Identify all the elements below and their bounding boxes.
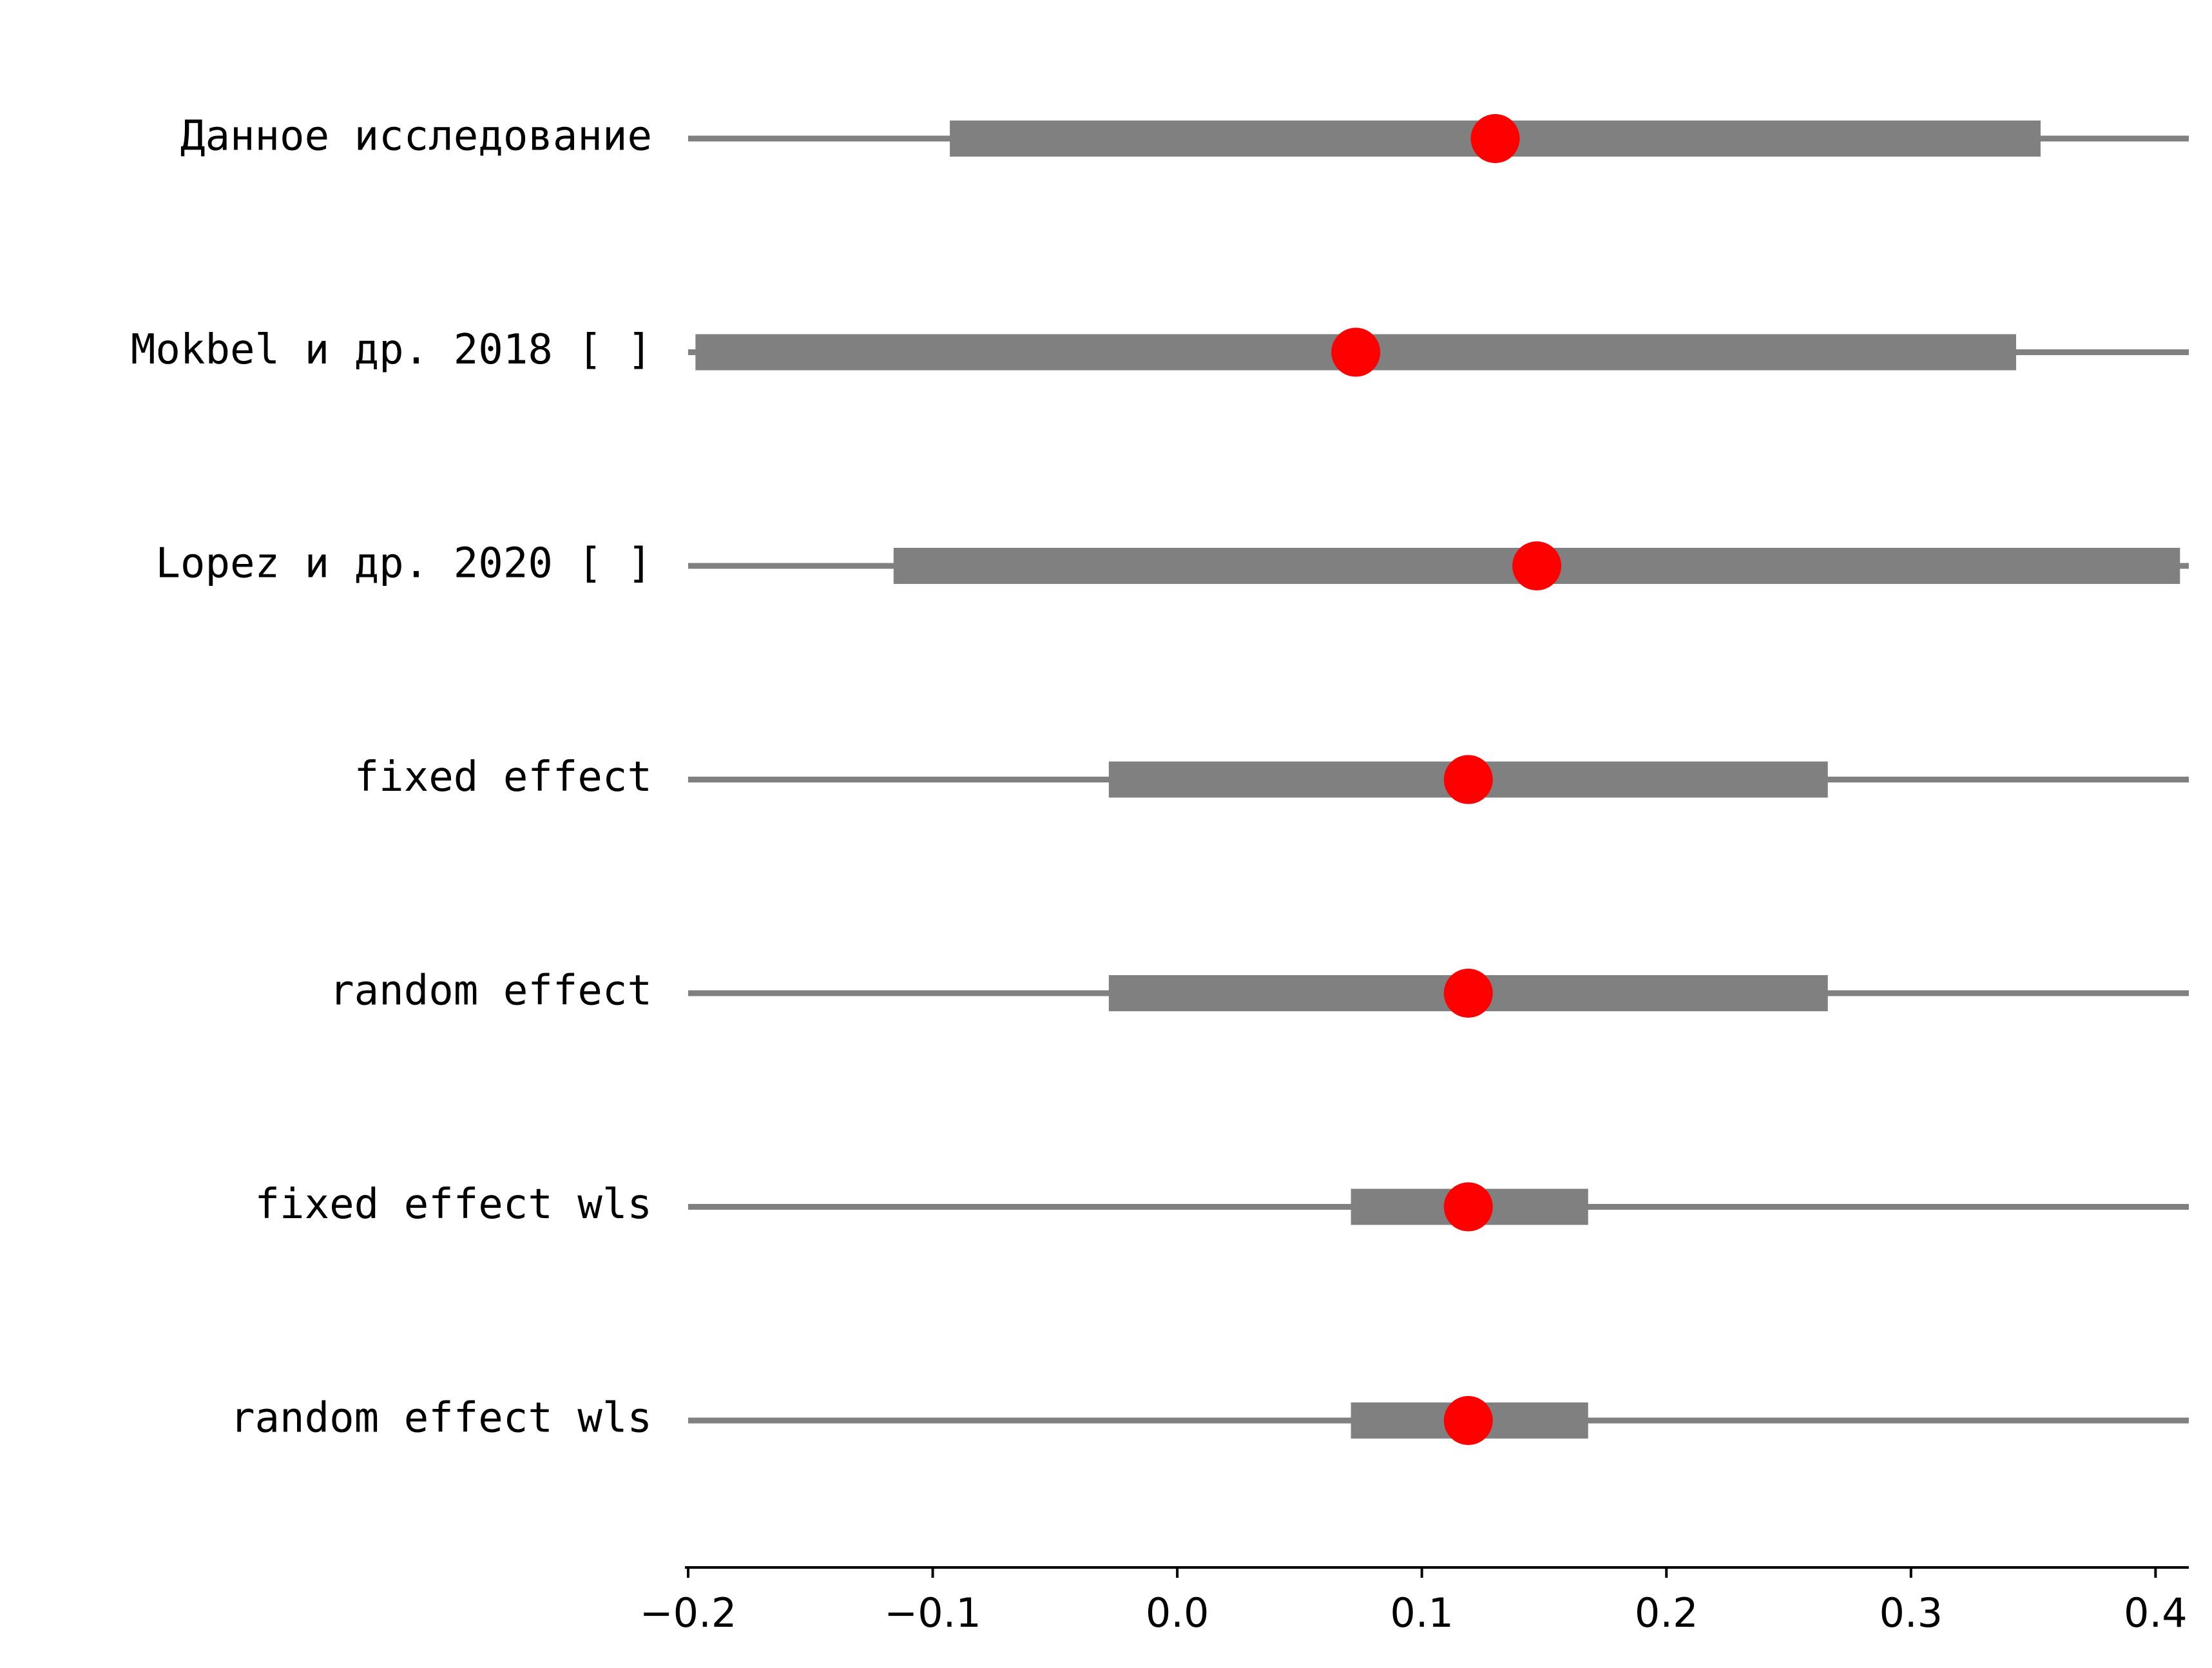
x-tick-label: 0.4 xyxy=(2124,1589,2188,1636)
estimate-point xyxy=(1331,327,1381,377)
x-tick-label: 0.0 xyxy=(1146,1589,1209,1636)
estimate-point xyxy=(1443,755,1493,804)
x-tick-label: −0.2 xyxy=(640,1589,737,1636)
row-label: Данное исследование xyxy=(180,113,652,160)
row-label: fixed effect xyxy=(354,753,652,801)
estimate-point xyxy=(1512,541,1562,590)
x-tick-label: 0.1 xyxy=(1390,1589,1454,1636)
row-label: random effect xyxy=(329,967,652,1015)
x-tick-label: 0.2 xyxy=(1635,1589,1698,1636)
estimate-point xyxy=(1443,969,1493,1018)
row-label: random effect wls xyxy=(230,1395,652,1442)
estimate-point xyxy=(1443,1182,1493,1232)
row-label: fixed effect wls xyxy=(255,1181,653,1228)
estimate-point xyxy=(1443,1396,1493,1445)
row-label: Mokbel и др. 2018 [ ] xyxy=(131,326,652,374)
estimate-point xyxy=(1470,114,1520,163)
x-tick-label: −0.1 xyxy=(884,1589,981,1636)
x-tick-label: 0.3 xyxy=(1879,1589,1943,1636)
row-label: Lopez и др. 2020 [ ] xyxy=(155,540,652,588)
